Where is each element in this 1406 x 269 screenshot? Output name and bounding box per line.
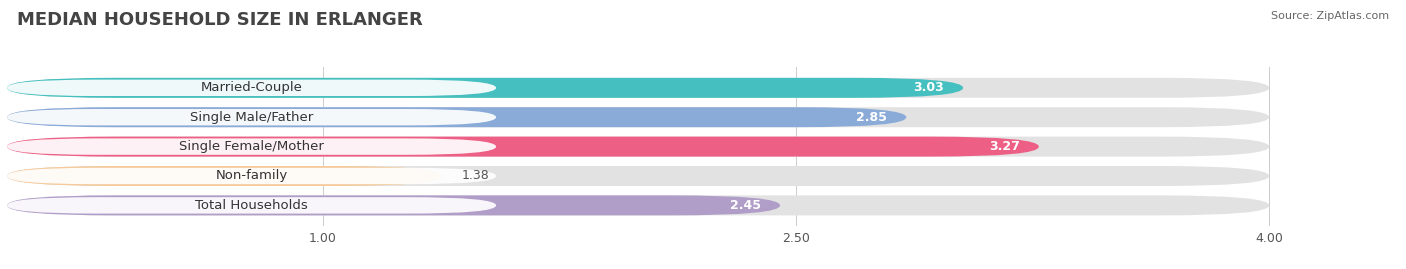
Text: Married-Couple: Married-Couple <box>201 81 302 94</box>
Text: 3.27: 3.27 <box>988 140 1019 153</box>
FancyBboxPatch shape <box>7 78 1270 98</box>
Text: Single Male/Father: Single Male/Father <box>190 111 314 124</box>
FancyBboxPatch shape <box>7 80 496 96</box>
FancyBboxPatch shape <box>7 166 1270 186</box>
FancyBboxPatch shape <box>7 195 780 215</box>
Text: 1.38: 1.38 <box>461 169 489 182</box>
Text: 2.85: 2.85 <box>856 111 887 124</box>
Text: Source: ZipAtlas.com: Source: ZipAtlas.com <box>1271 11 1389 21</box>
FancyBboxPatch shape <box>7 197 496 214</box>
FancyBboxPatch shape <box>7 139 496 155</box>
Text: 3.03: 3.03 <box>914 81 945 94</box>
FancyBboxPatch shape <box>7 107 1270 127</box>
Text: Single Female/Mother: Single Female/Mother <box>179 140 323 153</box>
FancyBboxPatch shape <box>7 109 496 125</box>
Text: 2.45: 2.45 <box>730 199 761 212</box>
Text: Total Households: Total Households <box>195 199 308 212</box>
Text: Non-family: Non-family <box>215 169 288 182</box>
Text: MEDIAN HOUSEHOLD SIZE IN ERLANGER: MEDIAN HOUSEHOLD SIZE IN ERLANGER <box>17 11 423 29</box>
FancyBboxPatch shape <box>7 137 1039 157</box>
FancyBboxPatch shape <box>7 107 907 127</box>
FancyBboxPatch shape <box>7 195 1270 215</box>
FancyBboxPatch shape <box>7 137 1270 157</box>
FancyBboxPatch shape <box>7 78 963 98</box>
FancyBboxPatch shape <box>7 168 496 184</box>
FancyBboxPatch shape <box>7 166 443 186</box>
